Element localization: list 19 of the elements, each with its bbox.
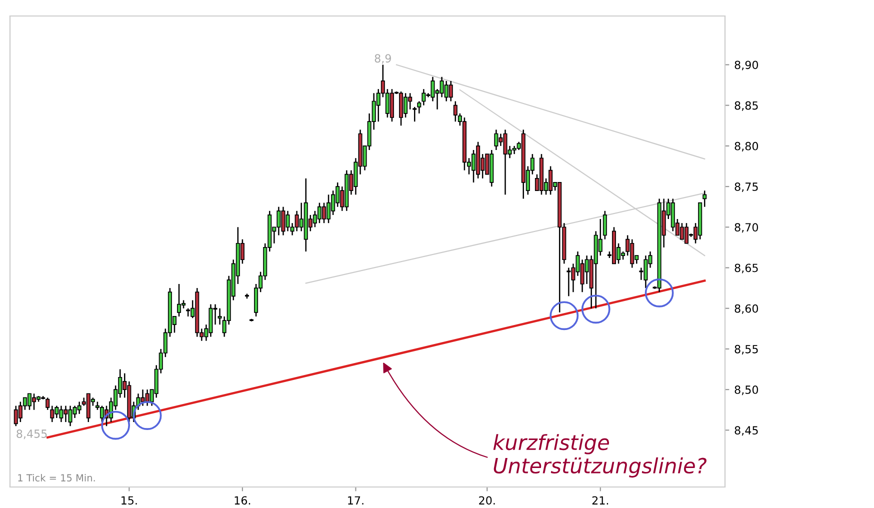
x-tick-label: 15. (122, 496, 137, 505)
y-tick-label: 8,65 (734, 264, 758, 274)
y-tick-label: 8,60 (734, 304, 758, 314)
y-tick-label: 8,45 (734, 426, 758, 436)
annotation: 1 Tick = 15 Min. (18, 474, 95, 482)
x-tick-label: 20. (479, 496, 495, 505)
y-tick-label: 8,55 (734, 344, 758, 354)
x-tick-label: 21. (592, 496, 608, 504)
x-tick-label: 16. (234, 496, 250, 505)
y-tick-label: 8,70 (734, 223, 758, 233)
annotation: 8,455 (16, 430, 47, 440)
y-tick-label: 8,75 (734, 182, 758, 192)
annotation: kurzfristige Unterstützungslinie? (493, 434, 706, 478)
y-tick-label: 8,85 (734, 101, 758, 111)
x-tick-label: 17. (348, 496, 364, 504)
y-tick-label: 8,80 (734, 142, 758, 152)
y-tick-label: 8,90 (734, 60, 758, 70)
y-tick-label: 8,50 (734, 386, 758, 396)
annotation: 8,9 (374, 54, 391, 64)
